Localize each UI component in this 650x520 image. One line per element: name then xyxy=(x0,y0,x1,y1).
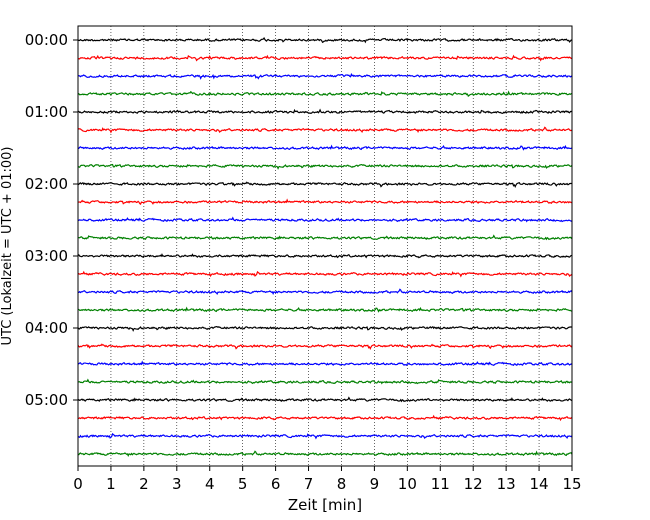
x-axis-ticks: 0 1 2 3 4 5 6 7 8 9 10 11 12 13 14 15 xyxy=(73,466,582,493)
grid-lines xyxy=(110,26,540,466)
y-tick-label-04:00: 04:00 xyxy=(25,319,68,337)
trace-0315 xyxy=(77,270,573,278)
trace-0545 xyxy=(77,450,573,458)
trace-0445 xyxy=(77,378,573,385)
trace-0145 xyxy=(77,163,573,170)
y-axis-label: UTC (Lokalzeit = UTC + 01:00) xyxy=(0,147,15,346)
trace-0430 xyxy=(77,360,573,367)
trace-0245 xyxy=(77,234,573,241)
y-tick-label-03:00: 03:00 xyxy=(25,247,68,265)
trace-0230 xyxy=(77,216,573,223)
x-tick-label-4: 4 xyxy=(205,475,215,493)
y-tick-label-00:00: 00:00 xyxy=(25,31,68,49)
x-tick-label-14: 14 xyxy=(530,475,549,493)
trace-0530 xyxy=(77,432,573,440)
trace-0115 xyxy=(77,126,573,134)
y-axis-ticks: 00:00 01:00 02:00 03:00 04:00 05:00 xyxy=(25,31,78,409)
y-tick-label-01:00: 01:00 xyxy=(25,103,68,121)
plot-frame xyxy=(77,25,573,467)
trace-0300 xyxy=(77,253,573,259)
trace-0500 xyxy=(77,396,573,403)
seismic-traces xyxy=(77,36,573,458)
x-tick-label-10: 10 xyxy=(398,475,417,493)
trace-0400 xyxy=(77,326,573,332)
x-tick-label-8: 8 xyxy=(337,475,347,493)
x-tick-label-9: 9 xyxy=(370,475,380,493)
trace-0045 xyxy=(77,90,573,97)
x-tick-label-6: 6 xyxy=(271,475,281,493)
x-tick-label-5: 5 xyxy=(238,475,248,493)
x-tick-label-2: 2 xyxy=(139,475,149,493)
x-tick-label-12: 12 xyxy=(464,475,483,493)
x-tick-label-15: 15 xyxy=(562,475,581,493)
trace-0030 xyxy=(77,72,573,80)
x-axis-label: Zeit [min] xyxy=(288,496,362,514)
trace-0100 xyxy=(77,108,573,115)
x-tick-label-7: 7 xyxy=(304,475,314,493)
y-tick-label-02:00: 02:00 xyxy=(25,175,68,193)
x-tick-label-11: 11 xyxy=(431,475,450,493)
trace-0130 xyxy=(77,144,573,151)
trace-0345 xyxy=(77,306,573,313)
y-tick-label-05:00: 05:00 xyxy=(25,391,68,409)
trace-0415 xyxy=(77,343,573,350)
x-tick-label-0: 0 xyxy=(73,475,83,493)
x-tick-label-13: 13 xyxy=(497,475,516,493)
trace-0330 xyxy=(77,288,573,296)
x-tick-label-1: 1 xyxy=(106,475,116,493)
trace-0515 xyxy=(77,414,573,422)
trace-0200 xyxy=(77,181,573,188)
x-tick-label-3: 3 xyxy=(172,475,182,493)
trace-0015 xyxy=(77,54,573,62)
trace-0000 xyxy=(77,36,573,44)
trace-0215 xyxy=(77,198,573,205)
